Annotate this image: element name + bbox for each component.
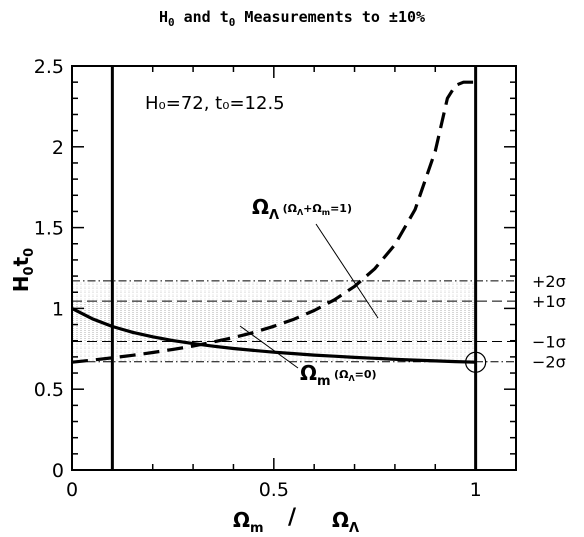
tick-labels: 0 0.5 1 0 0.5 1 1.5 2 2.5 (34, 56, 482, 501)
parameter-annotation: H₀=72, t₀=12.5 (145, 93, 285, 114)
chart-title: H0​ and t0​ Measurements to ±10% (159, 8, 425, 29)
x-tick-label: 0 (66, 479, 78, 501)
y-tick-label: 1 (52, 298, 64, 320)
sigma-label-0: +2σ (532, 272, 566, 291)
series-line-0 (72, 306, 476, 364)
sigma-labels: +2σ+1σ −1σ−2σ (532, 272, 566, 372)
x-axis-title-left: Ωm (233, 508, 264, 536)
leader-line-lambda (315, 223, 379, 319)
series-group (72, 80, 476, 364)
y-tick-label: 2.5 (34, 56, 64, 78)
series-label-lambda: ΩΛ (ΩΛ+Ωm=1) (252, 195, 352, 223)
sigma-label-1: +1σ (532, 292, 566, 311)
axis-ticks (71, 65, 517, 471)
y-tick-label: 0.5 (34, 379, 64, 401)
sigma-label-3: −2σ (532, 353, 566, 372)
leader-line-m (239, 325, 299, 369)
x-tick-label: 0.5 (259, 479, 289, 501)
y-tick-label: 0 (52, 460, 64, 482)
y-axis-title: H0t0 (9, 248, 37, 292)
band-outer-upper (72, 280, 476, 302)
vertical-lines (110, 66, 478, 470)
y-axis-label: H0t0 (9, 248, 37, 292)
plot-frame (71, 65, 517, 471)
y-tick-label: 2 (52, 137, 64, 159)
annotations: H₀=72, t₀=12.5 ΩΛ (ΩΛ+Ωm=1) Ωm (ΩΛ=0) (145, 93, 487, 389)
x-axis-label: Ωm / ΩΛ (233, 505, 359, 536)
sigma-bands (72, 280, 476, 362)
band-inner (72, 301, 476, 342)
sigma-lines (72, 280, 516, 363)
x-tick-label: 1 (470, 479, 482, 501)
x-axis-title-slash: / (288, 505, 297, 530)
series-line-1 (72, 80, 474, 364)
marker-circle (465, 351, 487, 373)
x-axis-title-right: ΩΛ (332, 508, 359, 536)
sigma-label-2: −1σ (532, 333, 566, 352)
y-tick-label: 1.5 (34, 218, 64, 240)
series-label-m: Ωm (ΩΛ=0) (300, 361, 377, 389)
